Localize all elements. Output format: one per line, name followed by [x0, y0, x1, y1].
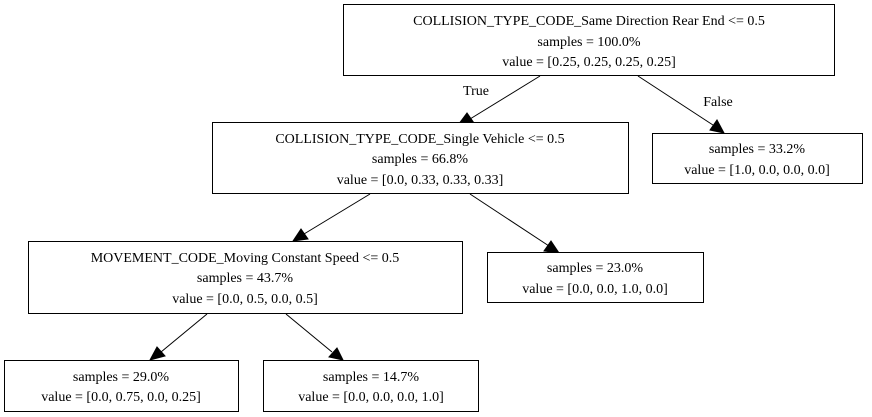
node-samples: samples = 14.7% — [323, 370, 419, 385]
node-samples: samples = 33.2% — [709, 142, 805, 157]
node-rule: MOVEMENT_CODE_Moving Constant Speed <= 0… — [91, 251, 400, 266]
edge-n1-n4 — [469, 193, 561, 254]
node-samples: samples = 29.0% — [73, 370, 169, 385]
node-value: value = [0.0, 0.0, 1.0, 0.0] — [522, 282, 668, 297]
edge-label-false: False — [703, 95, 733, 110]
edge-n3-n6 — [285, 313, 344, 361]
tree-node-root: COLLISION_TYPE_CODE_Same Direction Rear … — [343, 4, 835, 76]
tree-leaf-right-bottom: samples = 14.7% value = [0.0, 0.0, 0.0, … — [263, 360, 479, 412]
tree-leaf-left-bottom: samples = 29.0% value = [0.0, 0.75, 0.0,… — [4, 360, 239, 412]
node-value: value = [0.25, 0.25, 0.25, 0.25] — [502, 55, 676, 70]
node-rule: COLLISION_TYPE_CODE_Single Vehicle <= 0.… — [275, 132, 564, 147]
tree-node-movement: MOVEMENT_CODE_Moving Constant Speed <= 0… — [28, 241, 463, 314]
node-value: value = [1.0, 0.0, 0.0, 0.0] — [684, 163, 830, 178]
edge-n3-n5 — [149, 313, 208, 361]
node-value: value = [0.0, 0.0, 0.0, 1.0] — [298, 390, 444, 405]
node-value: value = [0.0, 0.75, 0.0, 0.25] — [41, 390, 201, 405]
node-value: value = [0.0, 0.33, 0.33, 0.33] — [337, 173, 504, 188]
node-rule: COLLISION_TYPE_CODE_Same Direction Rear … — [413, 14, 765, 29]
edge-label-true: True — [463, 84, 489, 99]
node-value: value = [0.0, 0.5, 0.0, 0.5] — [172, 292, 318, 307]
edge-n0-n1: True — [456, 75, 541, 126]
tree-leaf-false: samples = 33.2% value = [1.0, 0.0, 0.0, … — [652, 133, 863, 184]
edge-n1-n3 — [291, 193, 371, 242]
node-samples: samples = 43.7% — [197, 271, 293, 286]
node-samples: samples = 23.0% — [547, 261, 643, 276]
node-samples: samples = 66.8% — [372, 152, 468, 167]
tree-node-left: COLLISION_TYPE_CODE_Single Vehicle <= 0.… — [212, 122, 629, 194]
node-samples: samples = 100.0% — [537, 35, 640, 50]
tree-leaf-single-vehicle: samples = 23.0% value = [0.0, 0.0, 1.0, … — [487, 252, 704, 303]
edge-n0-n2: False — [637, 75, 733, 134]
